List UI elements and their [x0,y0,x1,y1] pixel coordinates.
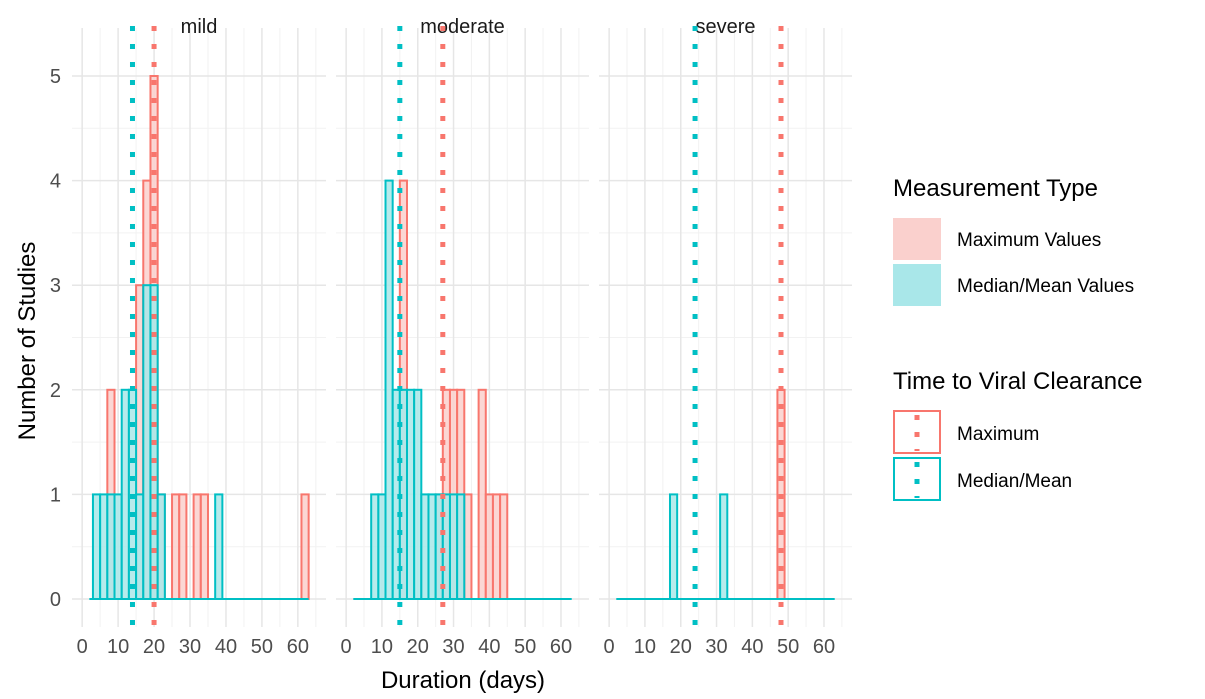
y-tick-label: 2 [50,380,61,402]
histogram-bar [427,493,437,600]
histogram-bar [192,493,202,600]
x-tick-label: 40 [741,636,763,658]
histogram-bar [142,284,152,600]
histogram-bar [484,493,494,600]
x-tick-label: 20 [670,636,692,658]
x-tick-label: 60 [813,636,835,658]
legend-label: Maximum Values [957,230,1101,251]
histogram-bar [300,493,310,600]
legend-key-maximum-fill [893,218,941,260]
histogram-bar [370,493,380,600]
legend-label: Maximum [957,424,1039,445]
x-tick-label: 20 [407,636,429,658]
y-tick-label: 4 [50,171,61,193]
histogram-bar [463,493,473,600]
legend: Measurement Type Maximum Values Median/Mea… [893,175,1142,501]
histogram-bar [377,493,387,600]
facet-strip-label: severe [695,16,755,38]
legend-label: Median/Mean Values [957,276,1134,297]
histogram-bar [171,493,181,600]
histogram-bar [499,493,509,600]
histogram-bar [719,493,729,600]
histogram-bar [491,493,502,600]
histogram-bar [135,493,145,600]
y-tick-label: 1 [50,484,61,506]
x-tick-label: 10 [371,636,393,658]
histogram-bar [434,493,444,600]
legend-title: Time to Viral Clearance [893,368,1142,395]
histogram-bar [199,493,209,600]
x-tick-label: 0 [77,636,88,658]
x-tick-label: 30 [442,636,464,658]
histogram-bars [370,179,509,600]
legend-label: Median/Mean [957,471,1072,492]
facet-panel-mild: mild 0 10 20 30 40 50 60 [72,16,326,658]
x-tick-label: 60 [550,636,572,658]
x-tick-label: 10 [107,636,129,658]
histogram-bar [668,493,679,600]
histogram-bar [156,493,166,600]
legend-key-median-fill [893,264,941,306]
facet-panel-severe: severe 0 10 20 30 40 50 60 [599,16,852,658]
x-tick-label: 50 [251,636,273,658]
y-tick-label: 3 [50,275,61,297]
x-tick-label: 0 [341,636,352,658]
histogram-bar [448,493,459,600]
histogram-bar [413,388,423,600]
x-axis-title: Duration (days) [381,667,545,694]
histogram-bar [441,493,451,600]
x-tick-label: 60 [287,636,309,658]
y-tick-label: 0 [50,589,61,611]
facet-strip-label: moderate [420,16,505,38]
x-tick-label: 40 [215,636,237,658]
histogram-bar [405,388,416,600]
histogram-bar [384,179,394,600]
x-tick-label: 0 [604,636,615,658]
y-tick-label: 5 [50,66,61,88]
x-tick-label: 30 [705,636,727,658]
x-tick-label: 50 [777,636,799,658]
histogram-bar [477,388,487,600]
x-tick-label: 50 [514,636,536,658]
histogram-bar [106,493,116,600]
x-tick-label: 10 [634,636,656,658]
histogram-bar [420,493,430,600]
histogram-bar [113,493,123,600]
histogram-bar [178,493,188,600]
histogram-bar [120,388,130,600]
histogram-bar [214,493,224,600]
y-axis-title: Number of Studies [14,242,41,441]
legend-title: Measurement Type [893,175,1098,202]
x-tick-label: 20 [143,636,165,658]
histogram-bar [91,493,102,600]
x-tick-label: 40 [478,636,500,658]
x-tick-label: 30 [179,636,201,658]
histogram-bar [456,493,466,600]
facet-panel-moderate: moderate 0 10 20 30 40 50 60 [336,16,589,658]
histogram-bar [99,493,109,600]
facet-strip-label: mild [181,16,218,38]
